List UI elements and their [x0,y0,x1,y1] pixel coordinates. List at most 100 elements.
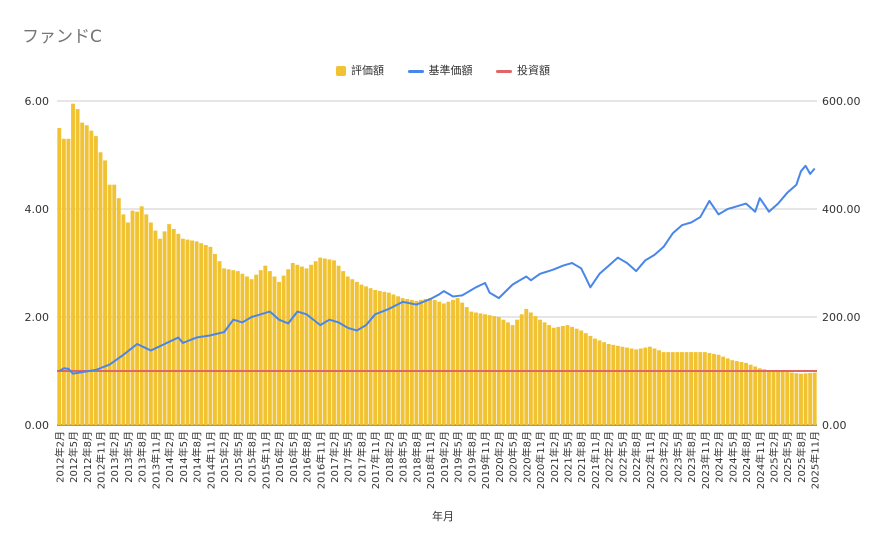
bar [725,358,730,425]
bar [171,228,176,425]
x-tick-label: 2021年8月 [575,431,588,483]
bar [611,344,616,425]
bar [84,125,89,426]
bar [322,258,327,425]
x-tick-label: 2019年8月 [465,431,478,483]
bar [345,276,350,425]
bar [501,319,506,425]
bar [455,298,460,425]
bar [405,299,410,425]
bar [593,338,597,425]
bar [112,184,117,425]
x-tick-label: 2021年11月 [589,431,602,489]
bar [153,230,158,425]
bar [808,372,813,425]
x-tick-label: 2022年8月 [630,431,643,483]
bar [409,299,414,425]
bar [588,335,593,425]
bar [812,372,817,425]
bar [661,352,666,425]
bar [473,312,478,425]
bar [61,138,66,426]
bar [771,371,776,425]
bar [652,348,657,425]
bar [368,288,373,425]
bar [295,264,300,425]
bar [176,233,181,425]
bar [93,136,98,425]
x-tick-label: 2025年11月 [809,431,822,489]
bar [258,270,263,425]
legend-item-bar[interactable]: 評価額 [336,62,384,78]
x-tick-label: 2017年11月 [369,431,382,489]
x-axis-label: 年月 [432,510,454,523]
bar [666,352,671,425]
bar [57,128,62,425]
bar [551,327,556,425]
y-tick-label-left: 2.00 [25,311,50,324]
y-tick-label-left: 4.00 [25,203,50,216]
bar [721,356,726,425]
bar [739,362,744,425]
bar [391,294,396,425]
bar [126,222,130,425]
legend-swatch-line-invest [496,69,512,73]
x-tick-label: 2019年5月 [452,431,465,483]
bar [647,346,652,425]
bar [446,301,451,425]
bar [780,371,785,425]
bar [785,372,790,425]
y-tick-label-left: 0.00 [25,419,50,432]
bar [350,279,355,425]
bar [80,122,85,425]
bar [203,245,208,425]
x-tick-label: 2018年5月 [397,431,410,483]
bar [702,352,707,425]
bar [327,259,332,425]
bar [158,238,162,425]
bar [180,238,185,425]
bar [579,330,584,425]
bar [190,240,194,425]
bar [776,371,781,425]
legend-swatch-bar [336,66,346,76]
x-tick-label: 2024年2月 [713,431,726,483]
bar [414,300,419,425]
x-tick-label: 2015年8月 [246,431,259,483]
bar [116,198,121,425]
x-tick-label: 2016年2月 [273,431,286,483]
bar [483,314,488,425]
bar [657,350,661,425]
bar [524,308,529,425]
y-tick-label-left: 6.00 [25,95,50,108]
x-tick-label: 2021年5月 [561,431,574,483]
bar [419,299,423,425]
bar [300,266,304,425]
bar [716,354,721,425]
bar [217,261,222,425]
x-tick-label: 2014年2月 [163,431,176,483]
x-tick-label: 2020年11月 [534,431,547,489]
bar [574,328,579,425]
legend-label-line-invest: 投資額 [517,64,550,77]
bar [71,103,75,425]
x-tick-label: 2025年2月 [768,431,781,483]
bar [766,370,771,425]
x-tick-label: 2016年8月 [301,431,314,483]
bar [689,352,694,425]
bar [396,296,401,425]
bar [103,160,108,425]
x-tick-label: 2020年8月 [520,431,533,483]
bar [643,347,648,425]
bar [148,222,153,425]
bar [194,241,199,425]
bar [249,279,254,425]
bar [386,292,391,425]
bar [263,265,268,425]
y-tick-label-right: 0.00 [822,419,847,432]
x-tick-label: 2012年8月 [81,431,94,483]
x-tick-label: 2023年11月 [699,431,712,489]
legend-item-line-invest[interactable]: 投資額 [496,62,550,78]
x-tick-label: 2018年2月 [383,431,396,483]
legend-item-line-nav[interactable]: 基準価額 [407,62,473,78]
